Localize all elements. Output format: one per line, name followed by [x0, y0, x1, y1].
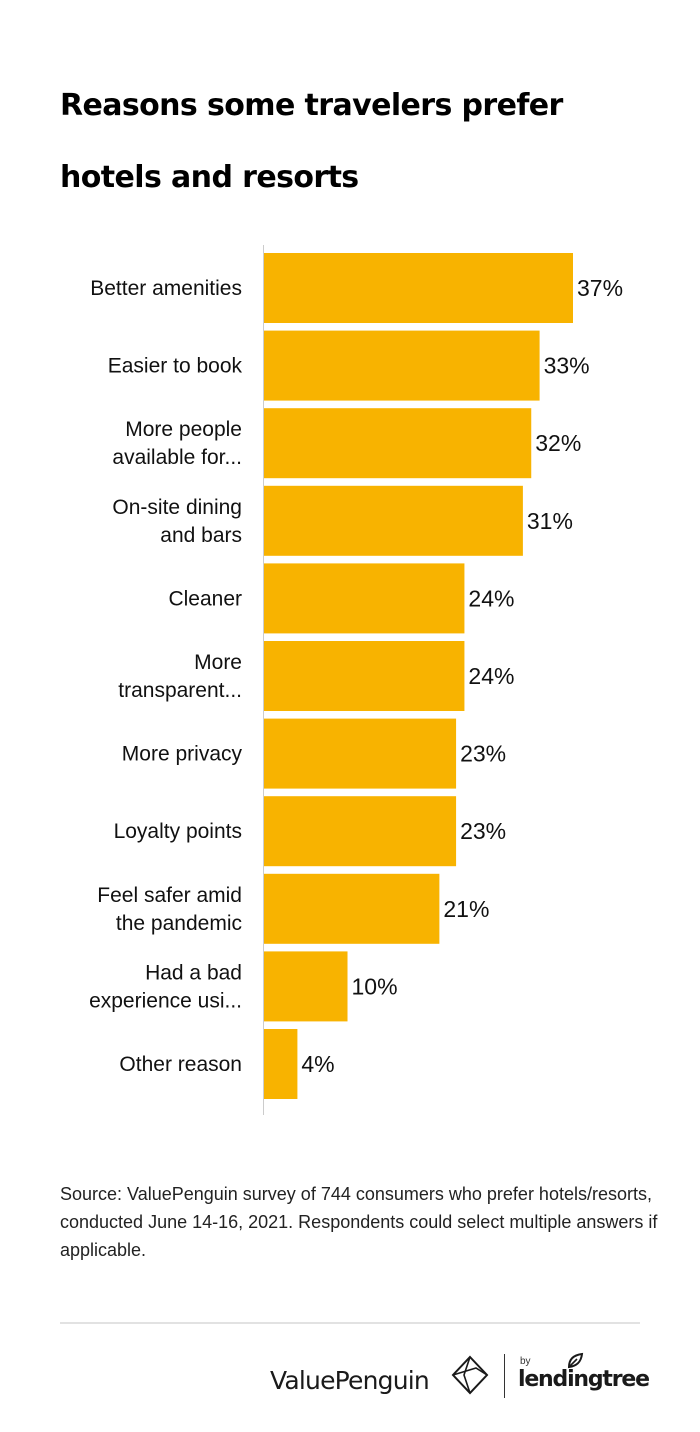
value-label-3: 31%: [527, 508, 573, 534]
value-label-0: 37%: [577, 275, 623, 301]
category-label-0: Better amenities: [90, 277, 242, 300]
value-label-6: 23%: [460, 741, 506, 767]
by-label: by: [520, 1356, 531, 1367]
category-label-5-line-1: transparent...: [118, 679, 242, 702]
bar-10: [264, 1029, 298, 1099]
source-note: Source: ValuePenguin survey of 744 consu…: [60, 1184, 658, 1260]
valuepenguin-wordmark: ValuePenguin: [270, 1366, 430, 1395]
bar-3: [264, 485, 523, 556]
bar-0: [264, 253, 573, 323]
value-label-10: 4%: [301, 1051, 334, 1077]
category-label-7: Loyalty points: [114, 820, 242, 843]
value-label-9: 10%: [352, 973, 398, 999]
category-label-6: More privacy: [122, 743, 243, 766]
bar-7: [264, 796, 457, 867]
lendingtree-leaf-logo-icon: [567, 1352, 584, 1369]
value-labels: 37% 33% 32% 31% 24% 24% 23% 23% 21% 10% 4%: [301, 275, 623, 1077]
category-label-5-line-0: More: [194, 651, 242, 674]
footer-logos: ValuePenguin by lendingtree: [270, 1352, 650, 1408]
chart-title: Reasons some travelers prefer hotels and…: [60, 88, 563, 195]
bar-4: [264, 563, 465, 634]
bar-5: [264, 641, 465, 711]
value-label-1: 33%: [544, 353, 590, 379]
bar-8: [264, 873, 440, 944]
value-label-8: 21%: [443, 896, 489, 922]
logo-separator: [504, 1354, 505, 1398]
category-label-2-line-0: More people: [125, 418, 242, 441]
category-label-9-line-1: experience usi...: [89, 989, 242, 1012]
valuepenguin-diamond-logo-icon: [451, 1355, 489, 1395]
category-label-4: Cleaner: [168, 587, 242, 610]
category-label-3-line-1: and bars: [160, 524, 242, 547]
bar-1: [264, 330, 540, 401]
category-label-8-line-0: Feel safer amid: [97, 884, 242, 907]
value-label-5: 24%: [468, 663, 514, 689]
category-label-9-line-0: Had a bad: [145, 961, 242, 984]
category-label-10: Other reason: [119, 1053, 242, 1076]
category-label-3-line-0: On-site dining: [112, 496, 242, 519]
category-label-8-line-1: the pandemic: [116, 912, 242, 935]
bar-6: [264, 718, 457, 789]
bar-9: [264, 951, 348, 1022]
value-label-7: 23%: [460, 818, 506, 844]
bar-chart: Better amenities Easier to book More peopl…: [89, 245, 623, 1115]
category-labels: Better amenities Easier to book More peopl…: [89, 277, 242, 1076]
category-label-1: Easier to book: [108, 355, 243, 378]
lendingtree-wordmark: lendingtree: [518, 1367, 650, 1392]
value-label-2: 32%: [535, 430, 581, 456]
footer-divider: [60, 1322, 640, 1324]
bars: [264, 253, 573, 1099]
bar-2: [264, 408, 532, 479]
category-label-2-line-1: available for...: [112, 446, 242, 469]
value-label-4: 24%: [468, 585, 514, 611]
